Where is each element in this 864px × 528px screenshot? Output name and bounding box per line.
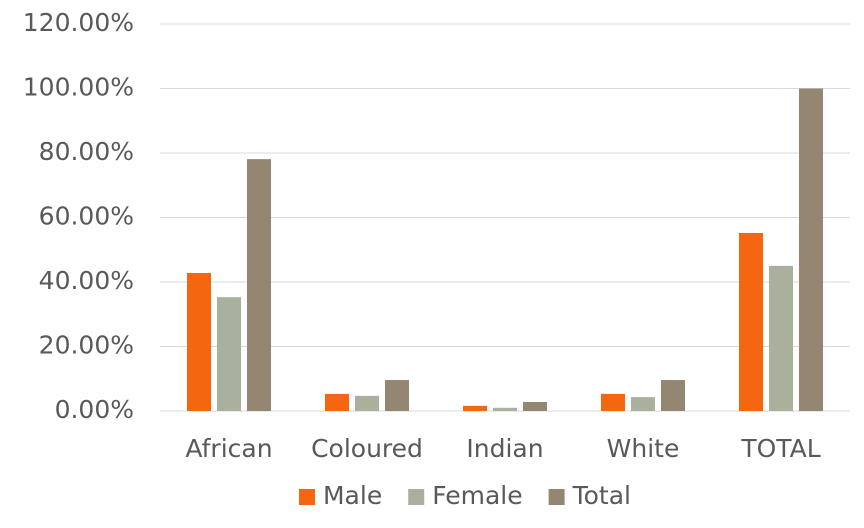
bar: [631, 397, 655, 411]
bar: [385, 380, 409, 411]
bar: [661, 380, 685, 411]
legend-swatch: [408, 489, 425, 505]
bar: [325, 393, 349, 411]
bar: [217, 297, 241, 411]
bar: [769, 265, 793, 411]
bar: [247, 159, 271, 411]
x-tick-label: White: [607, 434, 680, 463]
bar: [187, 272, 211, 411]
bar: [493, 407, 517, 411]
y-tick-label: 20.00%: [39, 331, 134, 360]
bar: [601, 393, 625, 411]
x-tick-label: African: [185, 434, 272, 463]
legend-swatch: [548, 489, 565, 505]
bar: [523, 401, 547, 411]
x-tick-label: Indian: [466, 434, 543, 463]
x-tick-label: TOTAL: [740, 434, 820, 463]
y-tick-label: 80.00%: [39, 137, 134, 166]
y-tick-label: 40.00%: [39, 266, 134, 295]
x-tick-label: Coloured: [311, 434, 423, 463]
bar: [739, 232, 763, 411]
bar: [355, 395, 379, 411]
bar: [463, 405, 487, 411]
y-tick-label: 100.00%: [23, 73, 134, 102]
legend-label: Female: [432, 481, 522, 510]
legend-label: Male: [323, 481, 382, 510]
bar: [799, 88, 823, 411]
y-tick-label: 0.00%: [55, 395, 134, 424]
y-tick-label: 120.00%: [23, 8, 134, 37]
y-tick-label: 60.00%: [39, 202, 134, 231]
legend-label: Total: [572, 481, 631, 510]
legend-swatch: [298, 489, 315, 505]
